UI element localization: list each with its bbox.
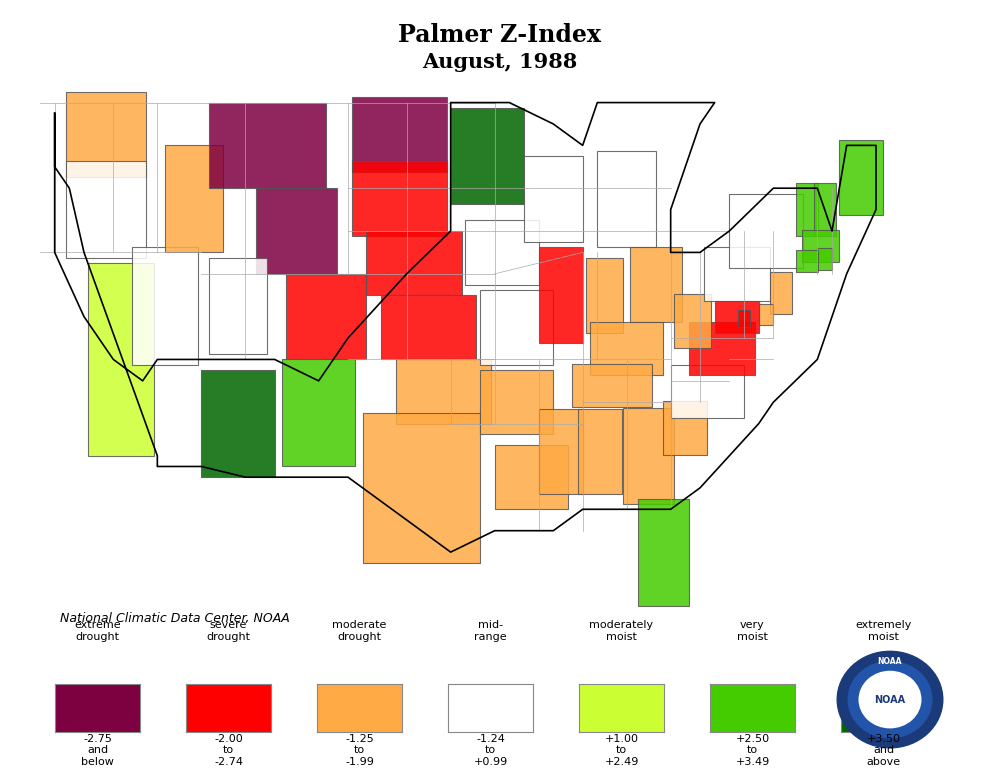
Bar [66, 92, 146, 178]
Text: NOAA: NOAA [874, 695, 906, 704]
Bar [465, 220, 539, 284]
Bar [770, 271, 792, 315]
Text: Palmer Z-Index: Palmer Z-Index [398, 22, 602, 47]
Bar [366, 231, 462, 295]
Text: mid-
range: mid- range [474, 620, 507, 642]
Bar [802, 230, 839, 262]
Bar [451, 108, 524, 204]
Text: severe
drought: severe drought [207, 620, 250, 642]
Text: moderate
drought: moderate drought [332, 620, 387, 642]
Bar [623, 407, 674, 504]
Text: moderately
moist: moderately moist [589, 620, 654, 642]
Bar [674, 295, 711, 348]
Circle shape [859, 672, 921, 727]
Bar [286, 274, 366, 359]
Bar [572, 364, 652, 407]
Text: -2.00
to
-2.74: -2.00 to -2.74 [214, 734, 243, 767]
Text: August, 1988: August, 1988 [422, 52, 578, 72]
Text: extremely
moist: extremely moist [855, 620, 912, 642]
Bar [578, 409, 622, 494]
Bar [381, 295, 476, 359]
Bar [630, 247, 682, 322]
Bar [671, 365, 744, 418]
Text: very
moist: very moist [737, 620, 768, 642]
Bar [638, 499, 689, 605]
Bar [480, 370, 553, 434]
Text: -1.25
to
-1.99: -1.25 to -1.99 [345, 734, 374, 767]
Bar [282, 359, 355, 466]
Bar [715, 301, 759, 332]
Bar [597, 151, 656, 247]
Bar [132, 247, 198, 365]
Text: +1.00
to
+2.49: +1.00 to +2.49 [604, 734, 639, 767]
Bar [539, 247, 583, 343]
Bar [663, 401, 707, 455]
Text: extreme
drought: extreme drought [74, 620, 121, 642]
Bar [209, 257, 267, 354]
Bar [729, 193, 803, 268]
Bar [839, 140, 883, 215]
Bar [363, 413, 480, 563]
Bar [209, 103, 326, 188]
Text: +2.50
to
+3.49: +2.50 to +3.49 [735, 734, 770, 767]
Bar [539, 409, 583, 494]
Bar [352, 162, 447, 237]
Text: +3.50
and
above: +3.50 and above [866, 734, 901, 767]
Text: -2.75
and
below: -2.75 and below [81, 734, 114, 767]
Bar [201, 370, 275, 477]
Circle shape [848, 662, 932, 737]
Bar [480, 290, 553, 365]
Bar [66, 162, 146, 257]
Bar [759, 304, 773, 325]
Bar [796, 183, 818, 237]
Bar [590, 322, 663, 376]
Bar [738, 310, 750, 327]
Bar [814, 183, 836, 237]
Bar [88, 263, 154, 456]
Text: NOAA: NOAA [878, 657, 902, 666]
Text: -1.24
to
+0.99: -1.24 to +0.99 [473, 734, 508, 767]
Bar [796, 250, 818, 271]
Bar [352, 97, 447, 172]
Bar [586, 257, 623, 332]
Bar [495, 445, 568, 509]
Bar [256, 188, 337, 274]
Bar [689, 322, 755, 376]
Text: National Climatic Data Center, NOAA: National Climatic Data Center, NOAA [60, 612, 290, 625]
Bar [524, 156, 583, 242]
Bar [165, 145, 223, 253]
Circle shape [837, 652, 943, 747]
Bar [396, 359, 491, 424]
Bar [704, 247, 770, 301]
Bar [817, 248, 832, 270]
